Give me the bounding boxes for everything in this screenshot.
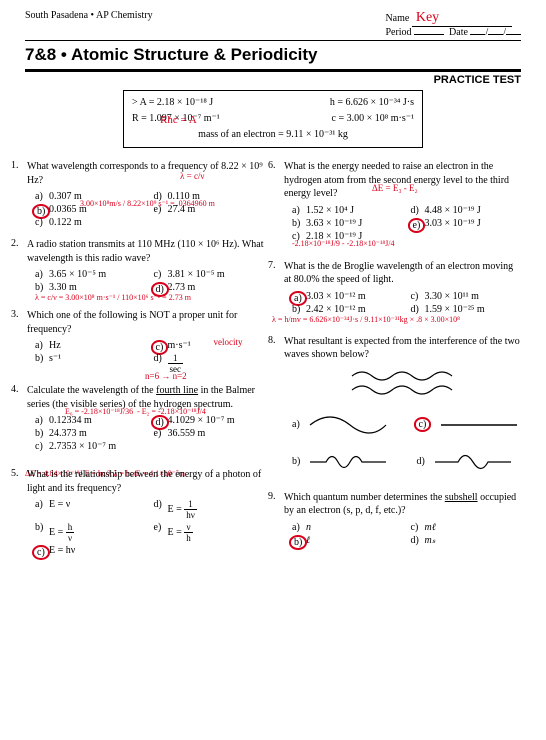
wave-icon — [308, 447, 388, 477]
annotation-q2-work: λ = c/ν = 3.00×10⁸ m·s⁻¹ / 110×10⁶ s⁻¹ =… — [35, 294, 191, 303]
answer-circle: b) — [289, 535, 307, 550]
right-column: 6. What is the energy needed to raise an… — [282, 160, 521, 566]
answer-circle: c) — [32, 545, 50, 560]
annotation-q6-de: ΔE = E₃ - E₂ — [372, 184, 418, 194]
annotation-q1-work: 3.00×10⁸m/s / 8.22×10⁹ s⁻¹ = .0364960 m — [80, 200, 215, 209]
question-1: 1. What wavelength corresponds to a freq… — [25, 160, 264, 228]
key-handwriting: Key — [416, 10, 439, 25]
question-2: 2. A radio station transmits at 110 MHz … — [25, 238, 264, 293]
answer-circle: c) — [414, 417, 432, 432]
page-title: 7&8 • Atomic Structure & Periodicity — [25, 45, 521, 65]
annotation-q7-work: λ = h/mv = 6.626×10⁻³⁴J·s / 9.11×10⁻³¹kg… — [272, 316, 460, 325]
q8-given-waves — [282, 362, 521, 407]
subtitle: PRACTICE TEST — [0, 72, 546, 86]
annotation-q3-velocity: velocity — [214, 338, 243, 348]
question-8: 8. What resultant is expected from the i… — [282, 335, 521, 477]
question-3: 3. Which one of the following is NOT a p… — [25, 309, 264, 374]
question-9: 9. Which quantum number determines the s… — [282, 491, 521, 546]
name-fields: Name Key Period Date // — [385, 10, 521, 38]
left-column: 1. What wavelength corresponds to a freq… — [25, 160, 264, 566]
wave-icon — [433, 447, 513, 477]
annotation-q6-work: -2.18×10⁻¹⁸J/9 - -2.18×10⁻¹⁸J/4 — [292, 240, 395, 249]
wave-icon — [439, 413, 519, 437]
question-4: 4. n=6 → n=2 Calculate the wavelength of… — [25, 384, 264, 452]
wave-icon — [347, 368, 457, 398]
annotation-q1-lambda: λ = c/ν — [180, 172, 205, 182]
question-5: 5. What is the relationship between the … — [25, 468, 264, 556]
annotation-q4-n: n=6 → n=2 — [145, 372, 187, 382]
school-name: South Pasadena • AP Chemistry — [25, 10, 153, 38]
wave-icon — [308, 413, 388, 437]
annotation-rhc: Rhc = A — [160, 114, 197, 126]
question-6: 6. What is the energy needed to raise an… — [282, 160, 521, 242]
answer-circle: e) — [408, 218, 426, 233]
question-7: 7. What is the de Broglie wavelength of … — [282, 260, 521, 315]
